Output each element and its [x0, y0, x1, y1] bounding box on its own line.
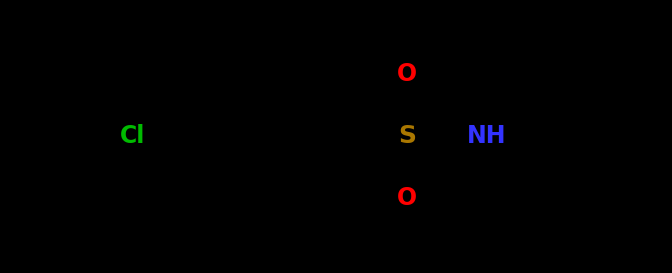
Text: S: S	[398, 124, 416, 148]
Text: O: O	[397, 186, 417, 210]
Text: NH: NH	[467, 124, 507, 148]
Text: Cl: Cl	[120, 124, 146, 148]
Text: O: O	[397, 62, 417, 86]
